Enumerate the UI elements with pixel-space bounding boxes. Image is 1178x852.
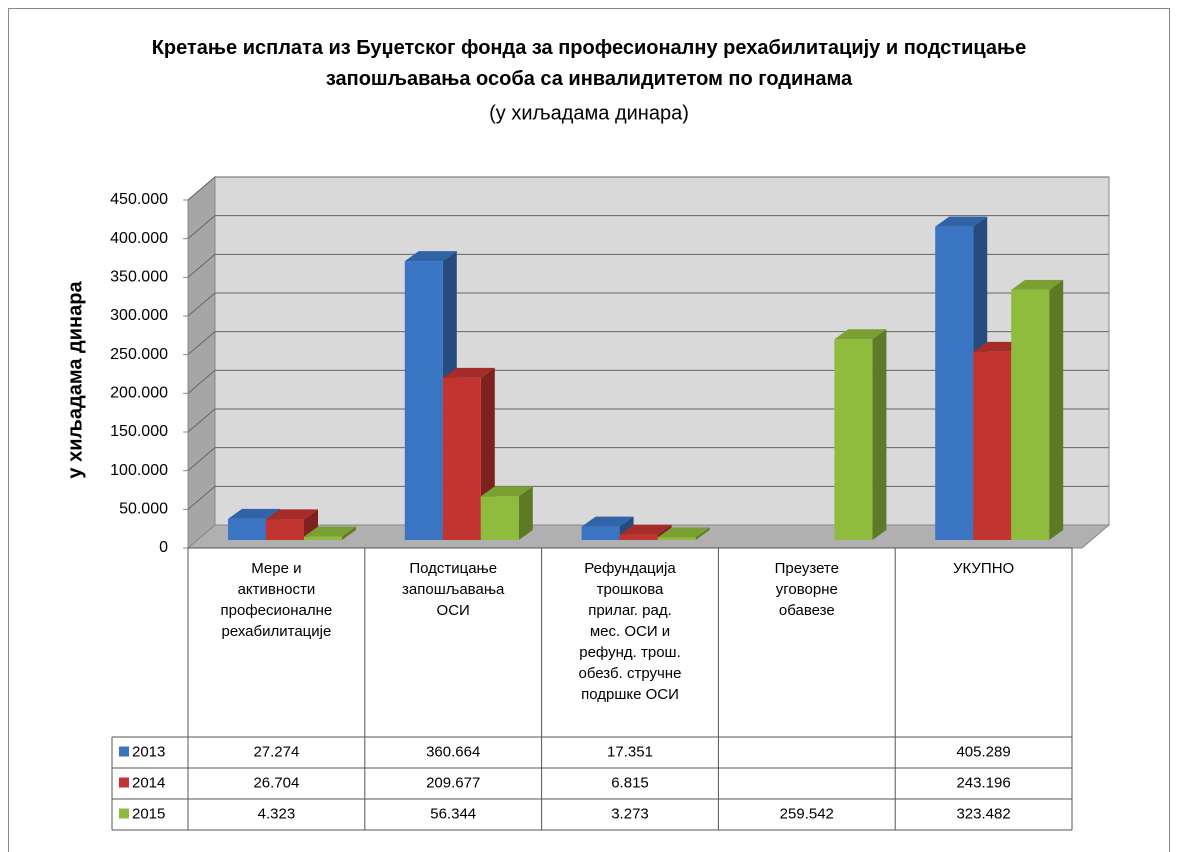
y-tick-label: 150.000	[110, 423, 168, 440]
grid-line	[187, 176, 1109, 201]
bar	[973, 351, 1012, 540]
bar	[266, 519, 304, 540]
y-tick-label: 50.000	[119, 501, 168, 518]
grid-line	[187, 485, 1109, 510]
bar-top	[304, 526, 356, 537]
bar	[834, 339, 873, 540]
x-tick-label: УКУПНО	[952, 560, 1015, 577]
bar-side	[518, 486, 533, 540]
legend-label: 2015	[132, 805, 165, 822]
bar-top	[834, 329, 887, 340]
y-tick-label: 300.000	[110, 307, 168, 324]
category-box: Рефундација трошкова прилаг. рад. мес. О…	[578, 560, 682, 703]
bar-top	[1011, 279, 1064, 290]
bar	[935, 226, 974, 540]
table-value: 4.323	[258, 805, 296, 822]
bar	[442, 377, 481, 540]
table-value: 6.815	[611, 774, 649, 791]
bar-top	[442, 367, 495, 378]
y-tick-label: 350.000	[110, 269, 168, 286]
y-tick-label: 250.000	[110, 346, 168, 363]
x-tick-label: Мере и активности професионалне рехабили…	[220, 560, 333, 640]
bar	[404, 261, 443, 540]
bar	[581, 526, 620, 540]
bar-side	[342, 526, 356, 540]
table-value: 27.274	[253, 743, 299, 760]
table-value: 209.677	[426, 774, 480, 791]
table-value: 243.196	[956, 774, 1010, 791]
grid-line	[187, 292, 1109, 317]
category-box: Мере и активности професионалне рехабили…	[220, 560, 333, 640]
category-box: Подстицање запошљавања ОСИ	[402, 560, 505, 619]
bar	[619, 534, 658, 540]
y-tick-label: 400.000	[110, 230, 168, 247]
legend-label: 2014	[132, 774, 165, 791]
legend-swatch	[119, 808, 129, 819]
bar	[480, 496, 519, 540]
bar-top	[657, 527, 710, 538]
grid-line	[187, 369, 1109, 394]
table-value: 259.542	[780, 805, 834, 822]
bar-side	[1049, 279, 1064, 540]
legend-label: 2013	[132, 743, 165, 760]
chart-title: Кретање исплата из Буџетског фонда за пр…	[151, 37, 1027, 90]
legend-swatch	[119, 746, 129, 757]
category-box: Преузете уговорне обавезе	[774, 560, 839, 619]
bar-top	[266, 509, 318, 520]
table-value: 360.664	[426, 743, 480, 760]
bar-side	[872, 329, 887, 540]
x-tick-label: Подстицање запошљавања ОСИ	[402, 560, 505, 619]
grid-line	[187, 331, 1109, 356]
bar-top	[480, 486, 533, 497]
x-tick-label: Преузете уговорне обавезе	[774, 560, 839, 619]
table-value: 3.273	[611, 805, 649, 822]
category-box: УКУПНО	[952, 560, 1015, 577]
table-value: 56.344	[430, 805, 476, 822]
bar-top	[404, 251, 457, 262]
y-axis-label: у хиљадама динара	[64, 281, 86, 479]
grid-line	[187, 253, 1109, 278]
x-tick-label: Рефундација трошкова прилаг. рад. мес. О…	[578, 560, 682, 703]
table-value: 405.289	[956, 743, 1010, 760]
title-box: Кретање исплата из Буџетског фонда за пр…	[151, 37, 1027, 90]
table-value: 323.482	[956, 805, 1010, 822]
table-value: 26.704	[253, 774, 299, 791]
bar-top	[228, 508, 280, 519]
bar	[657, 537, 696, 540]
grid-line	[187, 408, 1109, 433]
bar-top	[935, 216, 988, 227]
bar	[304, 536, 342, 540]
side-wall	[187, 175, 216, 550]
bar	[1011, 289, 1050, 540]
y-tick-label: 200.000	[110, 385, 168, 402]
chart-subtitle: (у хиљадама динара)	[489, 102, 689, 124]
y-tick-label: 0	[159, 539, 168, 556]
grid-line	[187, 215, 1109, 240]
bar	[228, 518, 266, 540]
bar-side	[695, 527, 710, 540]
legend-swatch	[119, 777, 129, 788]
table-value: 17.351	[607, 743, 653, 760]
y-tick-label: 100.000	[110, 462, 168, 479]
y-tick-label: 450.000	[110, 191, 168, 208]
grid-line	[187, 447, 1109, 472]
bar-top	[619, 524, 672, 535]
bar-top	[581, 516, 634, 527]
